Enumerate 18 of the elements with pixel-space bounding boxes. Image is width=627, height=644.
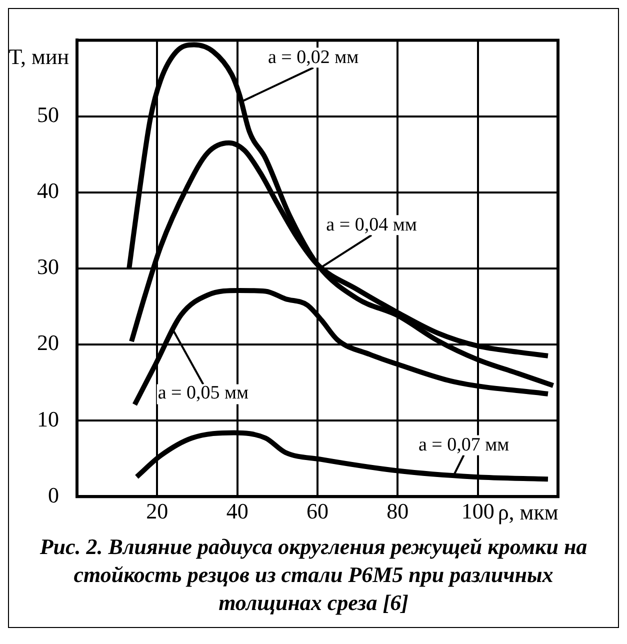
x-tick-label: 80 bbox=[386, 498, 409, 524]
y-tick-label: 20 bbox=[37, 330, 59, 356]
y-tick-label: 40 bbox=[37, 178, 59, 204]
x-tick-label: 40 bbox=[226, 498, 248, 524]
series-label: a = 0,02 мм bbox=[268, 47, 359, 68]
y-tick-label: 50 bbox=[37, 102, 59, 128]
x-axis-title: ρ, мкм bbox=[498, 499, 558, 524]
series-label: a = 0,04 мм bbox=[326, 214, 417, 236]
series-label: a = 0,05 мм bbox=[158, 382, 249, 404]
series-label: a = 0,07 мм bbox=[418, 434, 510, 456]
y-tick-label: 0 bbox=[48, 482, 59, 508]
x-tick-label: 100 bbox=[461, 498, 494, 524]
text: Рис. 2. Влияние радиуса округления режущей кромки на стойкость резцов из стали Р6М5 при различных толщинах среза [6] bbox=[38, 533, 588, 617]
x-tick-label: 60 bbox=[306, 498, 328, 524]
x-tick-label: 20 bbox=[146, 498, 168, 524]
y-axis-title: T, мин bbox=[8, 44, 70, 69]
y-tick-label: 10 bbox=[37, 406, 59, 432]
y-tick-label: 30 bbox=[37, 254, 59, 280]
